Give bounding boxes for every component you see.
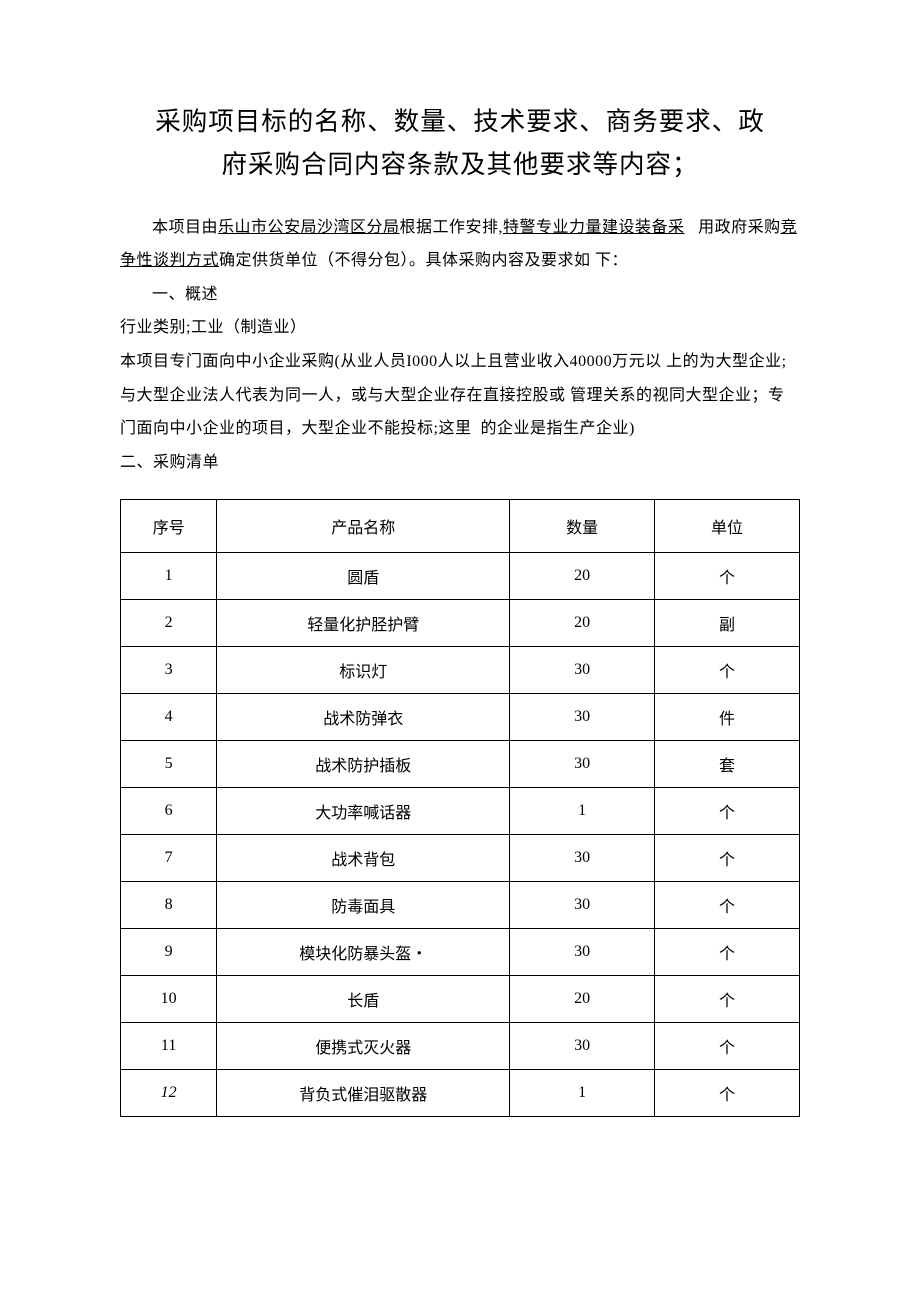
cell-name: 标识灯 (217, 647, 510, 694)
cell-seq: 5 (121, 741, 217, 788)
intro-text-pre: 本项目由 (152, 219, 218, 236)
cell-seq: 9 (121, 929, 217, 976)
table-row: 3标识灯30个 (121, 647, 800, 694)
table-row: 6大功率喊话器1个 (121, 788, 800, 835)
section-1-heading: 一、概述 (120, 278, 800, 312)
cell-seq: 12 (121, 1070, 217, 1117)
intro-text-post: 确定供货单位（不得分包）。具体采购内容及要求如 下： (219, 252, 628, 269)
industry-line: 行业类别;工业（制造业） (120, 311, 800, 345)
cell-name: 战术防护插板 (217, 741, 510, 788)
cell-qty: 20 (510, 553, 655, 600)
table-row: 1圆盾20个 (121, 553, 800, 600)
document-page: 采购项目标的名称、数量、技术要求、商务要求、政 府采购合同内容条款及其他要求等内… (0, 0, 920, 1301)
cell-qty: 30 (510, 835, 655, 882)
header-qty: 数量 (510, 500, 655, 553)
table-header-row: 序号 产品名称 数量 单位 (121, 500, 800, 553)
cell-name: 背负式催泪驱散器 (217, 1070, 510, 1117)
cell-seq: 3 (121, 647, 217, 694)
cell-qty: 20 (510, 600, 655, 647)
cell-unit: 个 (655, 553, 800, 600)
section-2-heading: 二、采购清单 (120, 446, 800, 480)
table-row: 8防毒面具30个 (121, 882, 800, 929)
cell-name: 便携式灭火器 (217, 1023, 510, 1070)
cell-name: 模块化防暴头盔・ (217, 929, 510, 976)
table-row: 5战术防护插板30套 (121, 741, 800, 788)
cell-unit: 个 (655, 929, 800, 976)
header-seq: 序号 (121, 500, 217, 553)
cell-unit: 个 (655, 882, 800, 929)
cell-name: 防毒面具 (217, 882, 510, 929)
title-line-1: 采购项目标的名称、数量、技术要求、商务要求、政 (155, 107, 765, 136)
cell-qty: 20 (510, 976, 655, 1023)
cell-qty: 30 (510, 741, 655, 788)
cell-unit: 套 (655, 741, 800, 788)
cell-seq: 2 (121, 600, 217, 647)
cell-name: 长盾 (217, 976, 510, 1023)
cell-unit: 个 (655, 976, 800, 1023)
table-row: 7战术背包30个 (121, 835, 800, 882)
cell-seq: 4 (121, 694, 217, 741)
cell-qty: 1 (510, 788, 655, 835)
intro-text-mid2: 用政府采购 (685, 219, 781, 236)
cell-unit: 个 (655, 1070, 800, 1117)
sme-paragraph: 本项目专门面向中小企业采购(从业人员I000人以上且营业收入40000万元以 上… (120, 345, 800, 446)
cell-qty: 30 (510, 882, 655, 929)
cell-unit: 个 (655, 788, 800, 835)
cell-unit: 件 (655, 694, 800, 741)
cell-qty: 30 (510, 929, 655, 976)
table-row: 12背负式催泪驱散器1个 (121, 1070, 800, 1117)
table-row: 9模块化防暴头盔・30个 (121, 929, 800, 976)
table-row: 4战术防弹衣30件 (121, 694, 800, 741)
cell-seq: 6 (121, 788, 217, 835)
cell-seq: 10 (121, 976, 217, 1023)
procurement-table: 序号 产品名称 数量 单位 1圆盾20个2轻量化护胫护臂20副3标识灯30个4战… (120, 499, 800, 1117)
cell-name: 轻量化护胫护臂 (217, 600, 510, 647)
cell-qty: 30 (510, 1023, 655, 1070)
title-line-2: 府采购合同内容条款及其他要求等内容； (221, 150, 698, 179)
cell-seq: 8 (121, 882, 217, 929)
document-title: 采购项目标的名称、数量、技术要求、商务要求、政 府采购合同内容条款及其他要求等内… (120, 100, 800, 187)
table-row: 11便携式灭火器30个 (121, 1023, 800, 1070)
cell-unit: 个 (655, 835, 800, 882)
header-name: 产品名称 (217, 500, 510, 553)
cell-seq: 7 (121, 835, 217, 882)
header-unit: 单位 (655, 500, 800, 553)
cell-qty: 30 (510, 694, 655, 741)
intro-underline-org: 乐山市公安局沙湾区分局 (218, 219, 400, 236)
cell-unit: 个 (655, 647, 800, 694)
intro-underline-project: 特警专业力量建设装备采 (503, 219, 685, 236)
cell-unit: 个 (655, 1023, 800, 1070)
intro-text-mid1: 根据工作安排, (400, 219, 504, 236)
cell-name: 圆盾 (217, 553, 510, 600)
cell-unit: 副 (655, 600, 800, 647)
intro-paragraph: 本项目由乐山市公安局沙湾区分局根据工作安排,特警专业力量建设装备采 用政府采购竞… (120, 211, 800, 278)
cell-seq: 1 (121, 553, 217, 600)
cell-qty: 1 (510, 1070, 655, 1117)
table-row: 2轻量化护胫护臂20副 (121, 600, 800, 647)
table-body: 1圆盾20个2轻量化护胫护臂20副3标识灯30个4战术防弹衣30件5战术防护插板… (121, 553, 800, 1117)
cell-name: 战术防弹衣 (217, 694, 510, 741)
cell-qty: 30 (510, 647, 655, 694)
cell-name: 大功率喊话器 (217, 788, 510, 835)
cell-name: 战术背包 (217, 835, 510, 882)
table-row: 10长盾20个 (121, 976, 800, 1023)
cell-seq: 11 (121, 1023, 217, 1070)
document-body: 本项目由乐山市公安局沙湾区分局根据工作安排,特警专业力量建设装备采 用政府采购竞… (120, 211, 800, 480)
